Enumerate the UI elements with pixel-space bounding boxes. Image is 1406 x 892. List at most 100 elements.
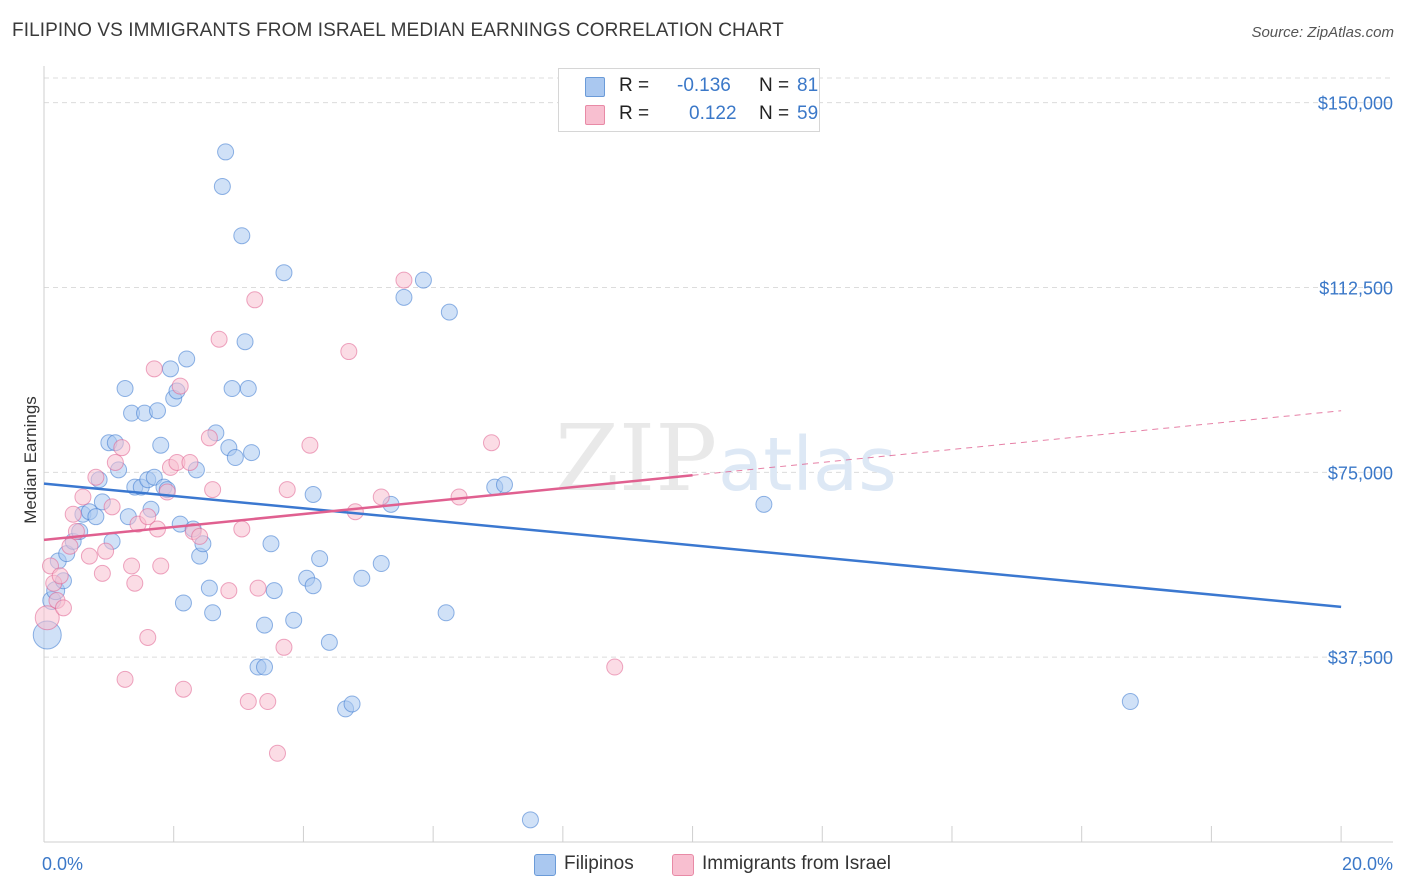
filipino-point bbox=[239, 380, 257, 398]
israel-point bbox=[246, 291, 264, 309]
legend-n-value: 81 bbox=[797, 75, 819, 96]
filipino-point bbox=[256, 658, 274, 676]
filipino-point bbox=[116, 380, 134, 398]
israel-point bbox=[249, 579, 267, 597]
israel-point bbox=[139, 508, 157, 526]
israel-point bbox=[278, 481, 296, 499]
watermark-atlas: atlas bbox=[718, 422, 897, 508]
axes bbox=[43, 66, 1393, 843]
filipino-point bbox=[304, 486, 322, 504]
israel-point bbox=[259, 693, 277, 711]
filipino-point bbox=[226, 449, 244, 467]
filipino-point bbox=[495, 476, 513, 494]
israel-point bbox=[200, 429, 218, 447]
filipino-point bbox=[161, 360, 179, 378]
filipino-point bbox=[343, 695, 361, 713]
data-points bbox=[32, 143, 1139, 829]
filipino-point bbox=[311, 550, 329, 568]
israel-point bbox=[239, 693, 257, 711]
filipino-point bbox=[200, 579, 218, 597]
filipino-point bbox=[213, 177, 231, 195]
israel-point bbox=[106, 453, 124, 471]
filipino-point bbox=[178, 350, 196, 368]
israel-point bbox=[145, 360, 163, 378]
filipino-point bbox=[223, 380, 241, 398]
israel-point bbox=[74, 488, 92, 506]
legend-n-label: N = bbox=[759, 75, 790, 96]
series-name: Filipinos bbox=[564, 853, 634, 874]
filipino-point bbox=[275, 264, 293, 282]
chart-title: FILIPINO VS IMMIGRANTS FROM ISRAEL MEDIA… bbox=[12, 20, 784, 41]
y-axis-label: Median Earnings bbox=[21, 396, 40, 524]
filipino-point bbox=[304, 577, 322, 595]
filipino-point bbox=[285, 611, 303, 629]
filipino-point bbox=[262, 535, 280, 553]
series-swatch-israel bbox=[672, 854, 694, 876]
filipino-point bbox=[204, 604, 222, 622]
series-swatch-filipinos bbox=[534, 854, 556, 876]
filipino-point bbox=[243, 444, 261, 462]
israel-point bbox=[275, 638, 293, 656]
israel-point bbox=[34, 605, 60, 631]
stats-legend: R = -0.136 N = 81 R = 0.122 N = 59 bbox=[558, 68, 820, 132]
y-tick-label: $75,000 bbox=[1328, 463, 1393, 483]
legend-n-value: 59 bbox=[797, 103, 819, 124]
israel-point bbox=[80, 547, 98, 565]
israel-point bbox=[87, 468, 105, 486]
israel-point bbox=[372, 488, 390, 506]
israel-point bbox=[210, 330, 228, 348]
israel-point bbox=[181, 453, 199, 471]
israel-point bbox=[191, 527, 209, 545]
source-credit: Source: ZipAtlas.com bbox=[1251, 24, 1394, 41]
filipino-point bbox=[353, 569, 371, 587]
israel-point bbox=[93, 564, 111, 582]
legend-r-value: 0.122 bbox=[689, 103, 737, 124]
tick-labels: $37,500 $75,000 $112,500 $150,000 0.0% 20.0% bbox=[42, 94, 1393, 874]
israel-point bbox=[97, 542, 115, 560]
filipino-point bbox=[256, 616, 274, 634]
filipino-point bbox=[395, 288, 413, 306]
filipino-point bbox=[372, 555, 390, 573]
x-tick-label: 0.0% bbox=[42, 854, 83, 874]
israel-point bbox=[268, 744, 286, 762]
legend-r-label: R = bbox=[619, 103, 650, 124]
israel-point bbox=[51, 567, 69, 585]
israel-point bbox=[64, 505, 82, 523]
israel-point bbox=[54, 599, 72, 617]
israel-point bbox=[606, 658, 624, 676]
legend-n-label: N = bbox=[759, 103, 790, 124]
x-tick-label: 20.0% bbox=[1342, 854, 1393, 874]
israel-point bbox=[158, 483, 176, 501]
filipino-point bbox=[236, 333, 254, 351]
grid-lines bbox=[44, 77, 1393, 658]
filipino-point bbox=[414, 271, 432, 289]
israel-point bbox=[152, 557, 170, 575]
filipino-point bbox=[521, 811, 539, 829]
trend-lines bbox=[43, 410, 1342, 609]
filipino-point bbox=[87, 508, 105, 526]
y-tick-label: $37,500 bbox=[1328, 648, 1393, 668]
y-tick-label: $112,500 bbox=[1319, 278, 1393, 298]
israel-point bbox=[61, 537, 79, 555]
y-tick-label: $150,000 bbox=[1318, 94, 1393, 114]
israel-point bbox=[139, 628, 157, 646]
filipino-point bbox=[148, 402, 166, 420]
filipino-point bbox=[320, 633, 338, 651]
israel-point bbox=[301, 436, 319, 454]
watermark: ZIP atlas bbox=[555, 405, 897, 512]
filipino-point bbox=[174, 594, 192, 612]
legend-r-label: R = bbox=[619, 75, 650, 96]
legend-swatch-filipinos bbox=[585, 77, 605, 97]
israel-point bbox=[171, 377, 189, 395]
filipino-point bbox=[152, 436, 170, 454]
legend-swatch-israel bbox=[585, 105, 605, 125]
watermark-zip: ZIP bbox=[555, 405, 717, 512]
filipino-point bbox=[437, 604, 455, 622]
israel-point bbox=[233, 520, 251, 538]
israel-point bbox=[220, 582, 238, 600]
filipino-point bbox=[233, 227, 251, 245]
israel-point bbox=[116, 670, 134, 688]
filipino-point bbox=[217, 143, 235, 161]
filipino-point bbox=[1121, 693, 1139, 711]
